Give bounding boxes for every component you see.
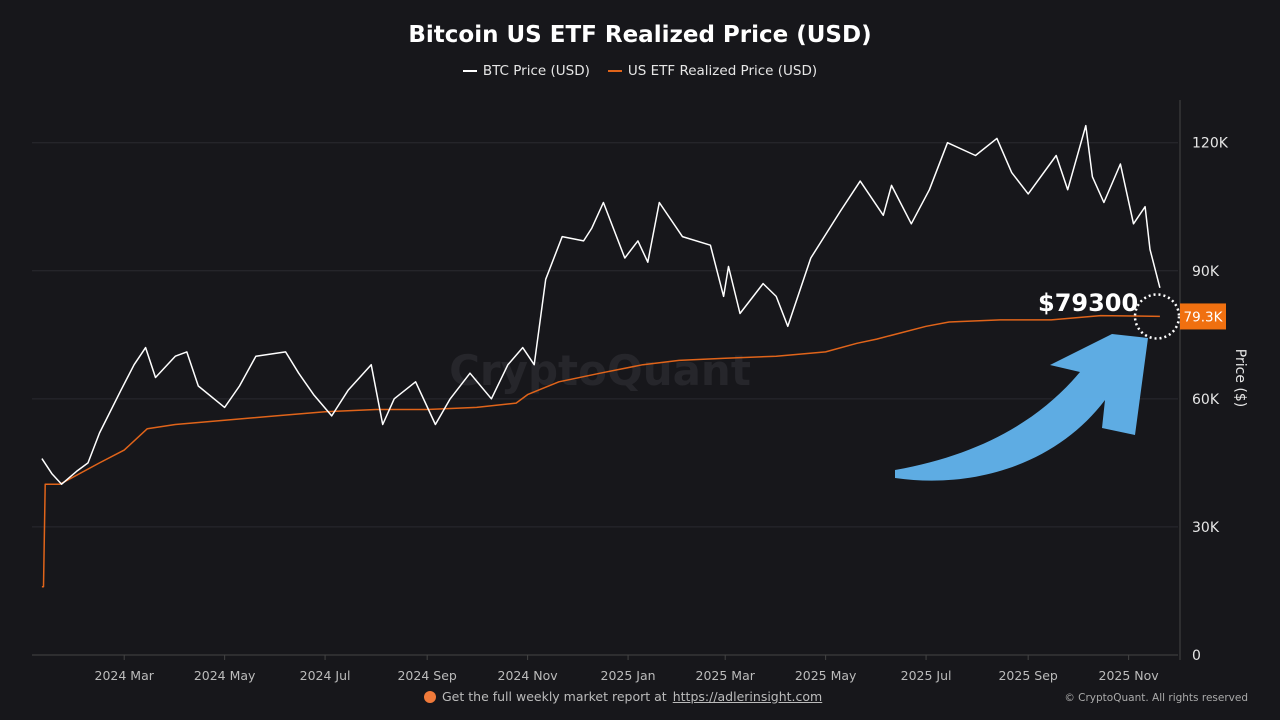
x-tick-label: 2025 Nov [1099, 668, 1160, 683]
footer-promo-link[interactable]: https://adlerinsight.com [672, 689, 823, 704]
y-tick-label: 90K [1192, 264, 1220, 280]
x-tick-label: 2024 Nov [498, 668, 559, 683]
legend-label-btc: BTC Price (USD) [482, 63, 590, 79]
y-tick-label: 30K [1192, 520, 1220, 536]
last-value-label: 79.3K [1184, 309, 1224, 325]
y-tick-label: 120K [1192, 136, 1229, 152]
x-tick-label: 2024 Sep [397, 668, 456, 683]
dotted-circle-highlight [1133, 293, 1181, 340]
legend-item-etf[interactable]: US ETF Realized Price (USD) [607, 63, 818, 79]
orange-dot-icon [424, 690, 436, 703]
x-tick-label: 2025 Mar [696, 668, 756, 683]
x-tick-label: 2025 Jan [601, 668, 656, 683]
copyright: © CryptoQuant. All rights reserved [1064, 692, 1248, 704]
series-line-btc-price [41, 124, 1161, 485]
x-tick-label: 2025 May [795, 668, 857, 683]
legend-swatch-etf [607, 70, 622, 72]
x-tick-label: 2025 Sep [998, 668, 1057, 683]
footer-promo-text: Get the full weekly market report at [442, 689, 667, 704]
x-tick-label: 2025 Jul [901, 668, 952, 683]
legend-label-etf: US ETF Realized Price (USD) [627, 63, 818, 79]
y-tick-label: 0 [1192, 648, 1201, 664]
footer-promo: Get the full weekly market report at htt… [424, 689, 822, 704]
x-tick-label: 2024 May [194, 668, 256, 683]
curved-arrow-annotation [895, 334, 1148, 481]
y-axis-label: Price ($) [1232, 349, 1248, 407]
chart-title: Bitcoin US ETF Realized Price (USD) [408, 22, 872, 48]
legend: BTC Price (USD) US ETF Realized Price (U… [0, 63, 1280, 79]
y-tick-label: 60K [1192, 392, 1220, 408]
legend-item-btc[interactable]: BTC Price (USD) [462, 63, 590, 79]
legend-swatch-btc [462, 70, 477, 72]
x-tick-label: 2024 Jul [300, 668, 351, 683]
price-callout-text: $79300 [1038, 289, 1138, 317]
series-line-etf-realized-price [41, 314, 1160, 588]
last-value-badge [1180, 303, 1226, 330]
watermark: CryptoQuant [449, 346, 751, 395]
x-tick-label: 2024 Mar [95, 668, 155, 683]
